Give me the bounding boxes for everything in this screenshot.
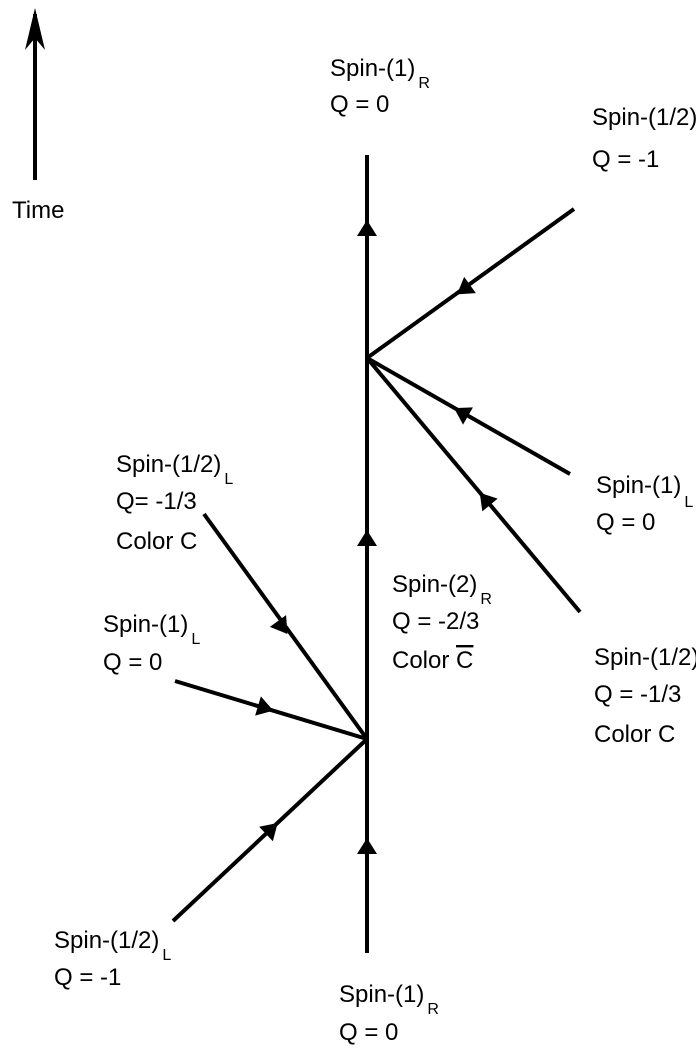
- arrow-lower-right: [479, 492, 498, 512]
- svg-text:Spin-(1)R: Spin-(1)R: [339, 981, 439, 1018]
- svg-text:Spin-(1)L: Spin-(1)L: [103, 611, 200, 648]
- label-center-vertical-color-letter: C: [456, 647, 473, 674]
- label-top-center-charge: Q = 0: [330, 91, 389, 118]
- label-upper-left: Spin-(1/2)L Q= -1/3 Color C: [116, 451, 233, 555]
- label-bottom-center: Spin-(1)R Q = 0: [339, 981, 439, 1046]
- label-top-center: Spin-(1)R Q = 0: [330, 55, 430, 118]
- label-lower-right: Spin-(1/2)L Q = -1/3 Color C: [594, 644, 696, 748]
- arrow-upper-left: [269, 615, 288, 634]
- upper-vertex-lines: [365, 207, 582, 614]
- label-middle-left-charge: Q = 0: [103, 649, 162, 676]
- label-bottom-left-charge: Q = -1: [54, 964, 121, 991]
- label-middle-right-charge: Q = 0: [596, 509, 655, 536]
- svg-text:Color C: Color C: [392, 647, 473, 674]
- label-upper-left-sub: L: [224, 471, 233, 488]
- label-bottom-center-charge: Q = 0: [339, 1019, 398, 1046]
- label-top-center-spin: Spin-(1): [330, 55, 415, 82]
- svg-text:Spin-(2)R: Spin-(2)R: [392, 571, 492, 608]
- label-top-right-spin: Spin-(1/2): [592, 104, 696, 131]
- label-top-right: Spin-(1/2)L Q = -1: [592, 104, 696, 173]
- label-center-vertical-color-prefix: Color: [392, 647, 456, 674]
- label-bottom-left-sub: L: [162, 947, 171, 964]
- svg-text:Spin-(1/2)L: Spin-(1/2)L: [594, 644, 696, 683]
- line-lower-right: [365, 356, 582, 614]
- label-upper-left-charge: Q= -1/3: [116, 488, 197, 515]
- svg-text:Spin-(1/2)L: Spin-(1/2)L: [592, 104, 696, 141]
- vertical-arrow-middle: [357, 530, 377, 546]
- svg-text:Spin-(1)R: Spin-(1)R: [330, 55, 430, 92]
- label-upper-left-spin: Spin-(1/2): [116, 451, 221, 478]
- svg-text:Spin-(1)L: Spin-(1)L: [596, 472, 693, 511]
- arrow-middle-left: [255, 696, 274, 716]
- time-axis-label: Time: [12, 197, 64, 224]
- label-bottom-center-spin: Spin-(1): [339, 981, 424, 1008]
- lower-vertex-lines: [171, 512, 369, 923]
- label-lower-right-charge: Q = -1/3: [594, 681, 681, 708]
- label-center-vertical-charge: Q = -2/3: [392, 608, 479, 635]
- label-bottom-left: Spin-(1/2)L Q = -1: [54, 927, 171, 991]
- time-axis-arrowhead: [25, 8, 45, 50]
- label-middle-left: Spin-(1)L Q = 0: [103, 611, 200, 676]
- label-center-vertical-sub: R: [480, 591, 492, 608]
- label-middle-left-sub: L: [191, 631, 200, 648]
- label-middle-right-sub: L: [684, 494, 693, 511]
- label-center-vertical: Spin-(2)R Q = -2/3 Color C: [392, 571, 492, 674]
- label-lower-right-spin: Spin-(1/2): [594, 644, 696, 671]
- label-middle-left-spin: Spin-(1): [103, 611, 188, 638]
- arrow-top-right: [457, 276, 476, 295]
- svg-text:Spin-(1/2)L: Spin-(1/2)L: [116, 451, 233, 488]
- label-middle-right-spin: Spin-(1): [596, 472, 681, 499]
- arrow-bottom-left: [259, 823, 278, 842]
- label-center-vertical-spin: Spin-(2): [392, 571, 477, 598]
- label-bottom-center-sub: R: [427, 1001, 439, 1018]
- svg-text:Spin-(1/2)L: Spin-(1/2)L: [54, 927, 171, 964]
- line-top-right: [365, 207, 576, 360]
- label-top-center-sub: R: [418, 75, 430, 92]
- time-axis: Time: [12, 8, 64, 224]
- label-middle-right: Spin-(1)L Q = 0: [596, 472, 693, 536]
- label-bottom-left-spin: Spin-(1/2): [54, 927, 159, 954]
- vertical-arrow-top: [357, 220, 377, 236]
- line-middle-right: [366, 356, 571, 476]
- label-lower-right-color: Color C: [594, 721, 675, 748]
- label-top-right-charge: Q = -1: [592, 146, 659, 173]
- arrow-middle-right: [454, 407, 473, 425]
- vertical-arrow-bottom: [357, 838, 377, 854]
- vertical-propagator: [357, 155, 377, 953]
- label-upper-left-color: Color C: [116, 528, 197, 555]
